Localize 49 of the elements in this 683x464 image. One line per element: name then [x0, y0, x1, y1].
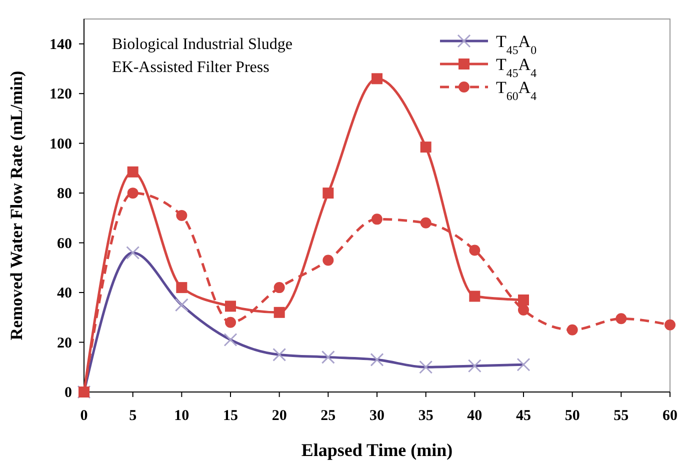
- point: [274, 282, 285, 294]
- x-tick-label: 60: [662, 408, 678, 424]
- point: [420, 217, 432, 228]
- point: [469, 290, 480, 302]
- y-tick-label: 0: [64, 385, 72, 401]
- y-tick-label: 40: [57, 286, 72, 302]
- point: [176, 210, 188, 221]
- point: [518, 304, 529, 316]
- point: [176, 282, 188, 294]
- y-tick-label: 120: [50, 86, 72, 103]
- x-tick-label: 30: [370, 408, 384, 424]
- point: [127, 166, 138, 178]
- point: [518, 294, 529, 306]
- point: [420, 142, 432, 153]
- y-axis-title: Removed Water Flow Rate (mL/min): [7, 70, 26, 340]
- x-tick-label: 55: [614, 408, 629, 424]
- x-tick-label: 5: [129, 408, 137, 424]
- legend-label: T$_{45}$A$_{4}$: [496, 55, 537, 80]
- x-tick-label: 10: [174, 408, 190, 424]
- annotation: Biological Industrial Sludge: [112, 36, 292, 53]
- x-tick-label: 20: [272, 408, 287, 424]
- point: [372, 214, 382, 225]
- y-tick-label: 140: [50, 36, 72, 53]
- point: [469, 244, 480, 256]
- point: [225, 300, 236, 312]
- point: [322, 254, 334, 266]
- point: [566, 324, 578, 336]
- x-tick-label: 25: [320, 408, 336, 424]
- x-tick-label: 0: [80, 408, 88, 424]
- point: [322, 188, 334, 199]
- legend-label: T$_{45}$A$_{0}$: [496, 32, 537, 57]
- point: [372, 73, 382, 84]
- y-tick-label: 80: [57, 186, 72, 202]
- point: [616, 313, 627, 324]
- annotation: EK-Assisted Filter Press: [112, 59, 270, 76]
- point: [127, 188, 138, 199]
- x-tick-label: 45: [516, 408, 531, 424]
- x-tick-label: 35: [418, 408, 434, 424]
- point: [664, 319, 676, 330]
- legend-label: T$_{60}$A$_{4}$: [496, 78, 537, 103]
- x-tick-label: 15: [223, 408, 238, 424]
- point: [225, 316, 236, 328]
- y-tick-label: 20: [57, 335, 72, 352]
- point: [274, 306, 285, 318]
- x-tick-label: 40: [467, 408, 482, 424]
- x-axis-title: Elapsed Time (min): [301, 440, 453, 460]
- y-tick-label: 100: [50, 136, 72, 152]
- x-tick-label: 50: [564, 408, 580, 424]
- y-tick-label: 60: [57, 236, 72, 252]
